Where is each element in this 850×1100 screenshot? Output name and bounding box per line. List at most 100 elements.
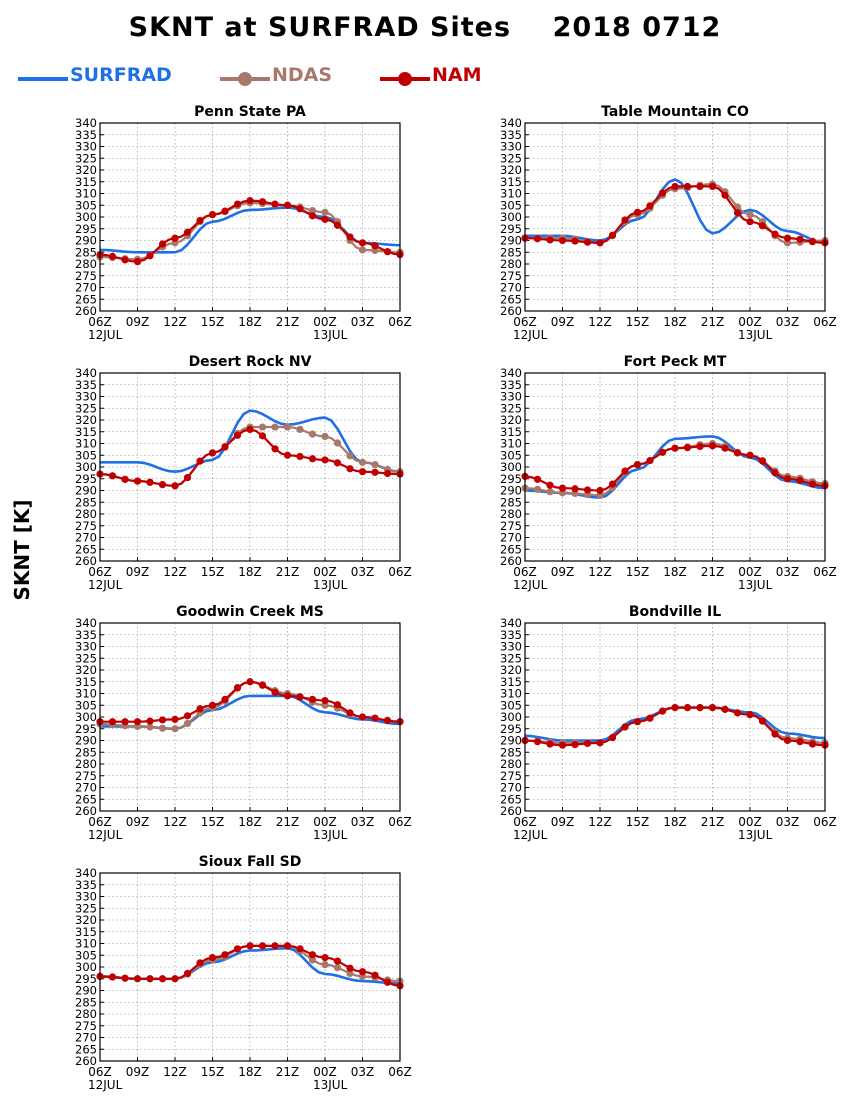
point-nam	[808, 238, 817, 246]
point-nam	[783, 475, 792, 483]
y-tick-label: 285	[75, 745, 97, 759]
y-tick-label: 320	[75, 663, 97, 677]
point-nam	[383, 469, 392, 478]
point-nam	[733, 449, 742, 457]
point-nam	[196, 457, 204, 465]
y-tick-label: 335	[75, 378, 97, 392]
y-tick-label: 295	[75, 972, 97, 986]
point-nam	[571, 741, 579, 749]
point-nam	[283, 451, 292, 459]
point-nam	[146, 252, 154, 260]
point-ndas	[358, 246, 367, 254]
point-nam	[633, 718, 642, 726]
point-nam	[171, 715, 179, 723]
y-tick-label: 290	[75, 234, 97, 248]
x-tick-label: 09Z	[551, 565, 575, 579]
x-tick-label: 06Z	[813, 815, 837, 829]
date-label: 13JUL	[313, 1078, 348, 1092]
y-tick-label: 285	[75, 495, 97, 509]
y-tick-label: 310	[500, 187, 522, 201]
y-tick-label: 285	[75, 995, 97, 1009]
y-tick-label: 315	[500, 175, 522, 189]
point-nam	[108, 252, 117, 260]
x-tick-label: 12Z	[163, 815, 187, 829]
point-nam	[533, 738, 542, 746]
y-tick-label: 280	[500, 507, 522, 521]
y-tick-label: 330	[75, 640, 97, 654]
y-tick-label: 335	[75, 128, 97, 142]
point-nam	[321, 456, 329, 464]
point-nam	[383, 978, 392, 986]
y-tick-label: 340	[500, 616, 522, 630]
point-nam	[221, 695, 229, 703]
point-nam	[546, 236, 554, 244]
point-ndas	[533, 485, 542, 493]
point-nam	[246, 425, 254, 433]
point-nam	[771, 469, 779, 477]
y-tick-label: 325	[75, 401, 97, 415]
point-nam	[321, 696, 329, 705]
x-tick-label: 06Z	[388, 565, 412, 579]
x-tick-label: 21Z	[701, 815, 725, 829]
panel-frame	[99, 872, 401, 1062]
y-tick-label: 275	[500, 519, 522, 533]
x-tick-label: 03Z	[351, 315, 375, 329]
point-nam	[546, 740, 554, 748]
x-tick-label: 09Z	[126, 1065, 150, 1079]
point-nam	[208, 701, 217, 709]
y-tick-label: 320	[75, 413, 97, 427]
point-nam	[546, 481, 554, 489]
date-label: 12JUL	[88, 828, 123, 842]
y-tick-label: 305	[75, 198, 97, 212]
point-nam	[346, 465, 354, 473]
panel-3: 2602652702752802852902953003053103153203…	[500, 354, 837, 592]
x-tick-label: 12Z	[163, 565, 187, 579]
date-label: 12JUL	[513, 328, 548, 342]
x-tick-label: 21Z	[276, 315, 300, 329]
y-tick-label: 280	[75, 507, 97, 521]
x-tick-label: 03Z	[776, 565, 800, 579]
x-tick-label: 15Z	[626, 815, 650, 829]
x-tick-label: 00Z	[313, 1065, 337, 1079]
y-tick-label: 320	[75, 913, 97, 927]
point-ndas	[321, 432, 329, 441]
panel-title: Fort Peck MT	[624, 354, 727, 370]
y-tick-label: 260	[500, 804, 522, 818]
y-tick-label: 300	[500, 210, 522, 224]
y-tick-label: 330	[75, 890, 97, 904]
x-tick-label: 00Z	[738, 315, 762, 329]
y-tick-label: 320	[75, 163, 97, 177]
point-nam	[196, 959, 204, 967]
point-nam	[558, 236, 567, 245]
y-tick-label: 300	[500, 460, 522, 474]
point-nam	[783, 736, 792, 745]
point-nam	[158, 716, 167, 724]
y-tick-label: 285	[500, 745, 522, 759]
y-tick-label: 340	[75, 616, 97, 630]
x-tick-label: 21Z	[276, 1065, 300, 1079]
point-nam	[358, 968, 367, 976]
point-nam	[171, 482, 179, 490]
y-tick-label: 300	[75, 960, 97, 974]
y-tick-label: 260	[500, 554, 522, 568]
y-tick-label: 330	[500, 140, 522, 154]
x-tick-label: 21Z	[276, 815, 300, 829]
y-tick-label: 325	[75, 901, 97, 915]
x-tick-label: 06Z	[513, 565, 537, 579]
point-nam	[133, 718, 142, 726]
point-nam	[671, 182, 679, 191]
y-tick-label: 280	[500, 257, 522, 271]
x-tick-label: 18Z	[238, 565, 262, 579]
panel-0: 2602652702752802852902953003053103153203…	[75, 104, 412, 342]
point-nam	[758, 222, 767, 230]
y-tick-label: 320	[500, 663, 522, 677]
legend-ndas-swatch	[220, 72, 270, 86]
point-nam	[308, 455, 317, 463]
point-nam	[633, 208, 642, 216]
point-nam	[371, 468, 379, 476]
point-ndas	[308, 430, 317, 438]
y-tick-label: 260	[75, 304, 97, 318]
x-tick-label: 03Z	[351, 815, 375, 829]
x-tick-label: 00Z	[313, 315, 337, 329]
legend-nam: NAM	[376, 64, 496, 94]
